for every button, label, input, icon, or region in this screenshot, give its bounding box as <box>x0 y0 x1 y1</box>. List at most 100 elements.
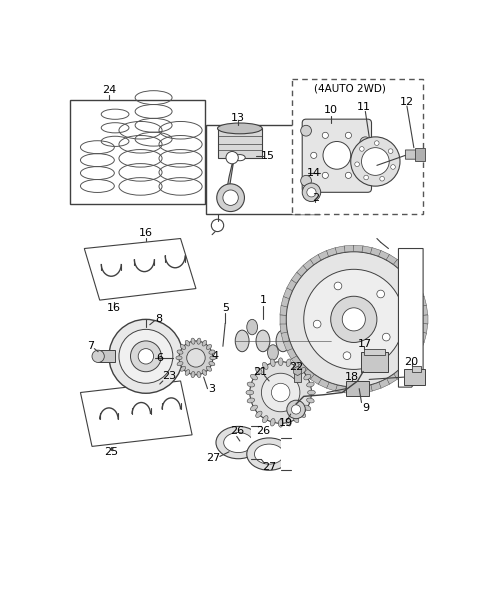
Polygon shape <box>386 255 397 264</box>
Text: 15: 15 <box>261 151 275 161</box>
Ellipse shape <box>224 432 253 452</box>
Bar <box>361 353 388 371</box>
Polygon shape <box>353 387 363 393</box>
Ellipse shape <box>209 350 215 354</box>
Polygon shape <box>281 297 289 307</box>
Circle shape <box>179 341 213 375</box>
Text: 25: 25 <box>104 447 118 457</box>
Ellipse shape <box>267 345 278 360</box>
Ellipse shape <box>307 382 314 387</box>
Polygon shape <box>291 272 302 283</box>
Text: 23: 23 <box>162 370 176 381</box>
Ellipse shape <box>247 319 258 335</box>
Ellipse shape <box>304 405 311 410</box>
Polygon shape <box>84 238 196 300</box>
Ellipse shape <box>217 123 262 134</box>
Text: 27: 27 <box>262 462 276 472</box>
Polygon shape <box>318 379 329 389</box>
Polygon shape <box>310 374 322 384</box>
Bar <box>346 381 369 396</box>
Ellipse shape <box>185 370 190 375</box>
Ellipse shape <box>270 418 275 426</box>
Circle shape <box>383 333 390 341</box>
Ellipse shape <box>286 359 291 367</box>
Circle shape <box>334 282 342 290</box>
Polygon shape <box>318 250 329 260</box>
Ellipse shape <box>247 438 291 470</box>
Polygon shape <box>287 280 297 291</box>
Circle shape <box>291 405 300 414</box>
Circle shape <box>311 152 317 159</box>
Ellipse shape <box>247 398 255 403</box>
Ellipse shape <box>180 366 186 371</box>
Ellipse shape <box>206 366 212 371</box>
Circle shape <box>345 133 351 139</box>
Polygon shape <box>394 260 405 270</box>
Circle shape <box>342 308 365 331</box>
Ellipse shape <box>247 382 255 387</box>
Circle shape <box>388 149 393 153</box>
Bar <box>364 348 385 355</box>
Ellipse shape <box>251 405 257 410</box>
Ellipse shape <box>191 371 195 378</box>
Circle shape <box>119 330 173 383</box>
Text: 12: 12 <box>400 97 414 107</box>
Bar <box>294 371 301 382</box>
Circle shape <box>361 148 389 175</box>
Circle shape <box>357 152 363 159</box>
Polygon shape <box>406 272 416 283</box>
Text: 3: 3 <box>208 384 215 393</box>
Bar <box>415 148 425 161</box>
Circle shape <box>351 137 400 186</box>
Polygon shape <box>386 374 397 384</box>
Ellipse shape <box>210 356 216 360</box>
Polygon shape <box>345 387 354 393</box>
Circle shape <box>322 133 328 139</box>
Ellipse shape <box>206 345 212 350</box>
Polygon shape <box>371 247 381 257</box>
Text: 24: 24 <box>102 85 116 95</box>
Polygon shape <box>310 255 322 264</box>
Polygon shape <box>291 356 302 367</box>
Circle shape <box>345 172 351 178</box>
Bar <box>206 125 320 214</box>
Polygon shape <box>326 247 337 257</box>
Circle shape <box>322 172 328 178</box>
Text: 26: 26 <box>230 426 244 436</box>
Ellipse shape <box>177 362 183 366</box>
Polygon shape <box>400 265 411 277</box>
Ellipse shape <box>293 362 299 370</box>
Circle shape <box>343 352 351 359</box>
Ellipse shape <box>278 420 283 427</box>
Text: (4AUTO 2WD): (4AUTO 2WD) <box>314 83 386 94</box>
Circle shape <box>307 188 316 197</box>
Circle shape <box>360 147 364 151</box>
Circle shape <box>380 176 384 181</box>
Text: 16: 16 <box>107 303 120 313</box>
Circle shape <box>217 184 244 212</box>
Bar <box>292 79 423 214</box>
Ellipse shape <box>286 418 291 426</box>
Polygon shape <box>415 288 424 299</box>
Text: 22: 22 <box>289 362 303 372</box>
Text: 14: 14 <box>307 168 321 178</box>
Polygon shape <box>287 348 297 359</box>
Text: 20: 20 <box>405 357 419 367</box>
Polygon shape <box>378 250 389 260</box>
FancyBboxPatch shape <box>302 119 372 192</box>
Circle shape <box>287 400 305 419</box>
Polygon shape <box>353 245 363 252</box>
Polygon shape <box>280 315 286 324</box>
Circle shape <box>109 319 183 393</box>
Ellipse shape <box>191 338 195 344</box>
Polygon shape <box>303 368 314 379</box>
Circle shape <box>331 296 377 342</box>
Circle shape <box>313 320 321 328</box>
Polygon shape <box>378 379 389 389</box>
Text: 16: 16 <box>139 228 153 238</box>
Bar <box>217 128 262 157</box>
Circle shape <box>226 151 238 164</box>
Ellipse shape <box>276 330 290 351</box>
Ellipse shape <box>251 375 257 380</box>
Polygon shape <box>281 332 289 342</box>
